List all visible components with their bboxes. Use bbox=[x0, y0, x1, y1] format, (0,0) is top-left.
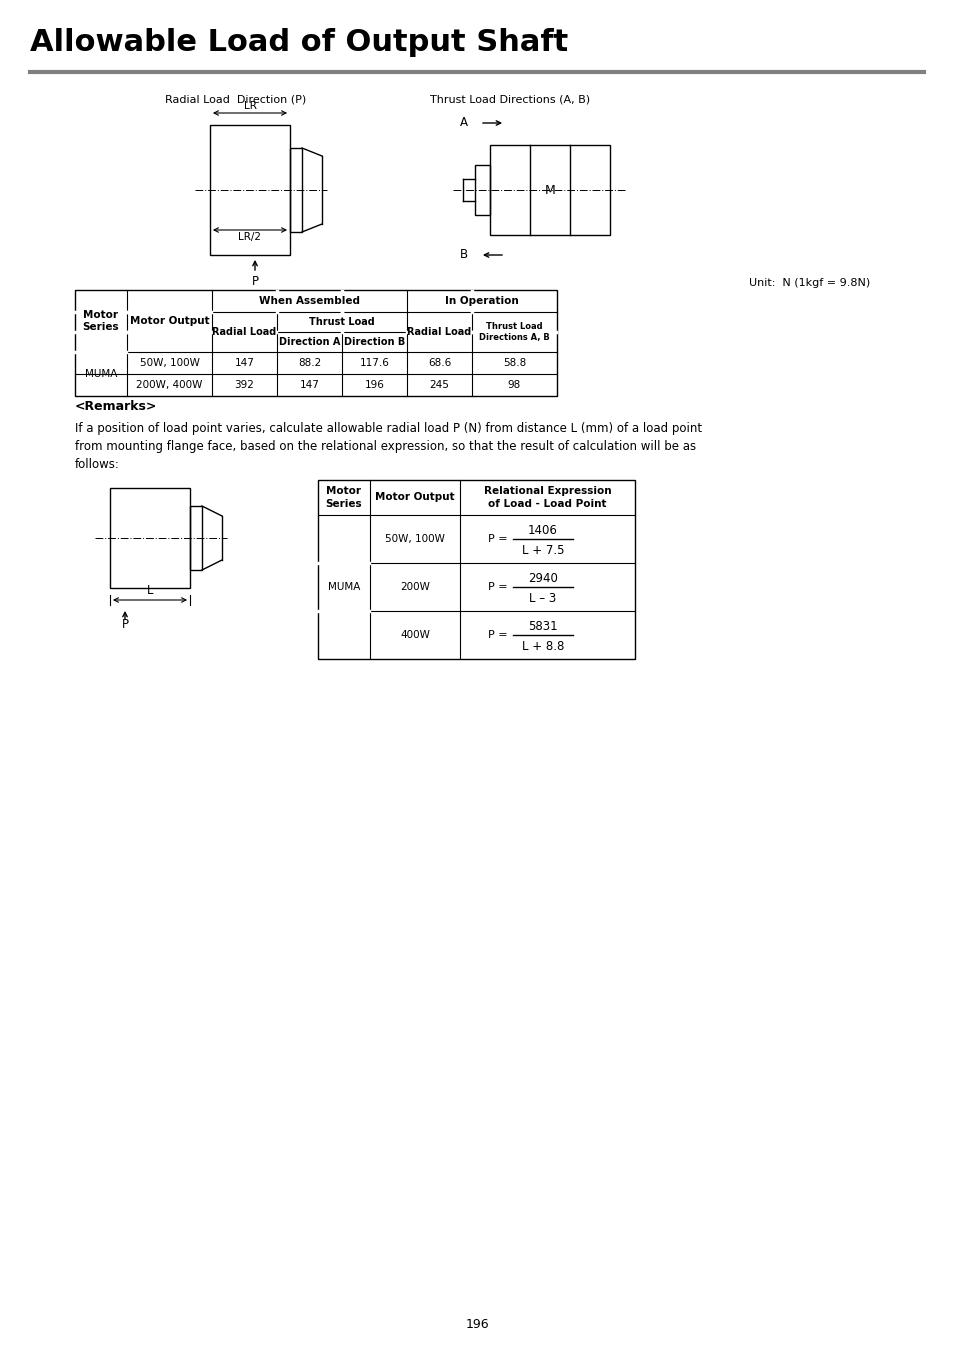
Bar bbox=[210, 126, 290, 255]
Bar bbox=[190, 507, 202, 570]
Text: When Assembled: When Assembled bbox=[258, 296, 359, 305]
Text: 196: 196 bbox=[364, 380, 384, 390]
Text: 400W: 400W bbox=[399, 630, 430, 640]
Text: MUMA: MUMA bbox=[328, 582, 360, 592]
Text: 98: 98 bbox=[507, 380, 520, 390]
Text: 88.2: 88.2 bbox=[297, 358, 321, 367]
Text: P =: P = bbox=[488, 534, 507, 544]
Text: <Remarks>: <Remarks> bbox=[75, 400, 157, 413]
Text: 117.6: 117.6 bbox=[359, 358, 389, 367]
Text: P =: P = bbox=[488, 582, 507, 592]
Text: In Operation: In Operation bbox=[445, 296, 518, 305]
Text: LR: LR bbox=[243, 101, 256, 111]
Bar bbox=[75, 290, 557, 396]
Text: 200W: 200W bbox=[399, 582, 430, 592]
Text: 392: 392 bbox=[234, 380, 254, 390]
Bar bbox=[317, 480, 635, 659]
Text: A: A bbox=[459, 116, 468, 130]
Text: follows:: follows: bbox=[75, 458, 120, 471]
Text: Thrust Load Directions (A, B): Thrust Load Directions (A, B) bbox=[430, 95, 590, 105]
Text: 1406: 1406 bbox=[528, 523, 558, 536]
Text: 200W, 400W: 200W, 400W bbox=[136, 380, 202, 390]
Text: 50W, 100W: 50W, 100W bbox=[139, 358, 199, 367]
Text: Motor Output: Motor Output bbox=[130, 316, 209, 326]
Text: from mounting flange face, based on the relational expression, so that the resul: from mounting flange face, based on the … bbox=[75, 440, 696, 453]
Text: Radial Load: Radial Load bbox=[407, 327, 471, 336]
Text: 147: 147 bbox=[299, 380, 319, 390]
Text: If a position of load point varies, calculate allowable radial load P (N) from d: If a position of load point varies, calc… bbox=[75, 422, 701, 435]
Text: 5831: 5831 bbox=[528, 620, 558, 632]
Text: L + 7.5: L + 7.5 bbox=[521, 543, 563, 557]
Text: 68.6: 68.6 bbox=[428, 358, 451, 367]
Text: 196: 196 bbox=[465, 1319, 488, 1332]
Text: 2940: 2940 bbox=[528, 571, 558, 585]
Text: 50W, 100W: 50W, 100W bbox=[385, 534, 444, 544]
Text: L: L bbox=[147, 584, 153, 597]
Text: 58.8: 58.8 bbox=[502, 358, 525, 367]
Text: L – 3: L – 3 bbox=[529, 592, 556, 604]
Text: P: P bbox=[252, 276, 258, 288]
Text: P: P bbox=[121, 617, 129, 631]
Text: Direction A: Direction A bbox=[278, 336, 340, 347]
Text: Motor
Series: Motor Series bbox=[325, 486, 362, 509]
Text: 245: 245 bbox=[429, 380, 449, 390]
Bar bbox=[475, 165, 490, 215]
Text: Thrust Load
Directions A, B: Thrust Load Directions A, B bbox=[478, 322, 549, 342]
Text: Motor
Series: Motor Series bbox=[83, 309, 119, 332]
Bar bbox=[110, 488, 190, 588]
Text: Radial Load: Radial Load bbox=[213, 327, 276, 336]
Text: L + 8.8: L + 8.8 bbox=[521, 639, 563, 653]
Text: 147: 147 bbox=[234, 358, 254, 367]
Bar bbox=[290, 149, 302, 232]
Text: Radial Load  Direction (P): Radial Load Direction (P) bbox=[165, 95, 306, 105]
Text: Thrust Load: Thrust Load bbox=[309, 317, 375, 327]
Text: M: M bbox=[544, 184, 555, 196]
Text: Relational Expression
of Load - Load Point: Relational Expression of Load - Load Poi… bbox=[483, 486, 611, 509]
Text: P =: P = bbox=[488, 630, 507, 640]
Bar bbox=[490, 145, 609, 235]
Text: MUMA: MUMA bbox=[85, 369, 117, 380]
Text: Direction B: Direction B bbox=[343, 336, 405, 347]
Text: Allowable Load of Output Shaft: Allowable Load of Output Shaft bbox=[30, 28, 568, 57]
Text: LR/2: LR/2 bbox=[238, 232, 261, 242]
Text: Unit:  N (1kgf = 9.8N): Unit: N (1kgf = 9.8N) bbox=[748, 278, 869, 288]
Text: B: B bbox=[459, 249, 468, 262]
Text: Motor Output: Motor Output bbox=[375, 493, 455, 503]
